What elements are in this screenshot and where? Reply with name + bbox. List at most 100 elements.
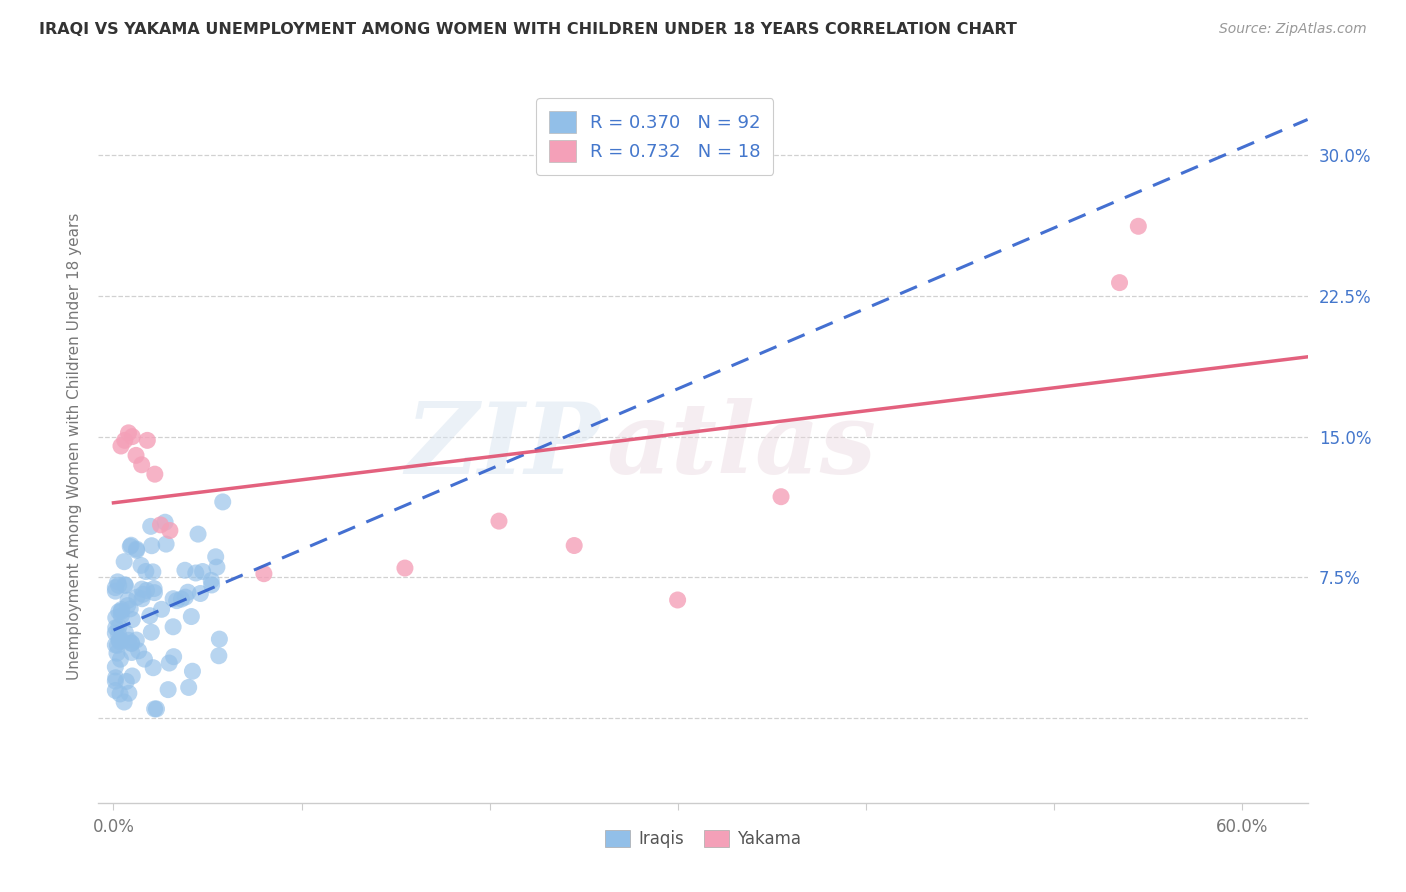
- Point: [108, 687, 131, 701]
- Point: [107, 627, 129, 641]
- Point: [201, 578, 224, 592]
- Point: [208, 648, 231, 663]
- Point: [118, 686, 141, 700]
- Point: [112, 555, 135, 569]
- Point: [204, 549, 226, 564]
- Point: [134, 652, 156, 666]
- Point: [104, 581, 127, 595]
- Point: [162, 649, 184, 664]
- Point: [121, 636, 143, 650]
- Point: [132, 587, 155, 601]
- Point: [145, 702, 167, 716]
- Point: [114, 578, 136, 592]
- Point: [108, 605, 131, 619]
- Point: [110, 604, 132, 618]
- Point: [110, 608, 132, 623]
- Point: [120, 540, 142, 554]
- Point: [1128, 219, 1150, 234]
- Point: [104, 683, 127, 698]
- Point: [117, 633, 139, 648]
- Point: [120, 538, 142, 552]
- Point: [136, 434, 159, 448]
- Text: Source: ZipAtlas.com: Source: ZipAtlas.com: [1219, 22, 1367, 37]
- Point: [135, 565, 157, 579]
- Point: [107, 578, 129, 592]
- Point: [155, 537, 177, 551]
- Point: [110, 652, 132, 666]
- Point: [120, 636, 142, 650]
- Text: atlas: atlas: [606, 398, 876, 494]
- Point: [135, 583, 157, 598]
- Point: [110, 633, 132, 648]
- Point: [104, 638, 127, 652]
- Point: [488, 514, 510, 528]
- Point: [177, 681, 200, 695]
- Point: [394, 561, 416, 575]
- Point: [205, 560, 228, 574]
- Point: [162, 591, 184, 606]
- Point: [1108, 276, 1130, 290]
- Point: [121, 613, 143, 627]
- Point: [141, 625, 163, 640]
- Point: [114, 434, 136, 448]
- Point: [181, 665, 204, 679]
- Point: [125, 449, 148, 463]
- Point: [177, 585, 200, 599]
- Point: [187, 527, 209, 541]
- Point: [184, 566, 207, 580]
- Legend: Iraqis, Yakama: Iraqis, Yakama: [598, 823, 808, 855]
- Point: [104, 626, 127, 640]
- Point: [159, 524, 181, 538]
- Point: [253, 566, 276, 581]
- Point: [104, 671, 127, 685]
- Point: [105, 646, 128, 660]
- Point: [200, 574, 222, 588]
- Point: [142, 661, 165, 675]
- Point: [104, 584, 127, 599]
- Point: [110, 439, 132, 453]
- Point: [131, 582, 153, 596]
- Point: [108, 620, 131, 634]
- Point: [117, 425, 139, 440]
- Point: [129, 558, 152, 573]
- Point: [142, 565, 165, 579]
- Point: [131, 591, 153, 606]
- Y-axis label: Unemployment Among Women with Children Under 18 years: Unemployment Among Women with Children U…: [66, 212, 82, 680]
- Point: [131, 458, 153, 472]
- Point: [125, 542, 148, 557]
- Point: [562, 539, 585, 553]
- Point: [180, 609, 202, 624]
- Point: [211, 495, 233, 509]
- Text: ZIP: ZIP: [405, 398, 600, 494]
- Point: [104, 611, 127, 625]
- Point: [153, 515, 176, 529]
- Point: [112, 695, 135, 709]
- Text: IRAQI VS YAKAMA UNEMPLOYMENT AMONG WOMEN WITH CHILDREN UNDER 18 YEARS CORRELATIO: IRAQI VS YAKAMA UNEMPLOYMENT AMONG WOMEN…: [39, 22, 1018, 37]
- Point: [191, 565, 214, 579]
- Point: [139, 519, 162, 533]
- Point: [157, 682, 180, 697]
- Point: [117, 593, 139, 607]
- Point: [150, 602, 173, 616]
- Point: [120, 602, 142, 616]
- Point: [108, 633, 131, 648]
- Point: [121, 669, 143, 683]
- Point: [114, 578, 136, 592]
- Point: [104, 621, 127, 635]
- Point: [105, 638, 128, 652]
- Point: [162, 620, 184, 634]
- Point: [166, 593, 188, 607]
- Point: [143, 582, 166, 596]
- Point: [125, 591, 148, 605]
- Point: [666, 593, 689, 607]
- Point: [104, 660, 127, 674]
- Point: [121, 429, 143, 443]
- Point: [125, 543, 148, 558]
- Point: [208, 632, 231, 646]
- Point: [117, 599, 139, 613]
- Point: [121, 645, 143, 659]
- Point: [111, 602, 134, 616]
- Point: [170, 592, 193, 607]
- Point: [770, 490, 793, 504]
- Point: [107, 574, 129, 589]
